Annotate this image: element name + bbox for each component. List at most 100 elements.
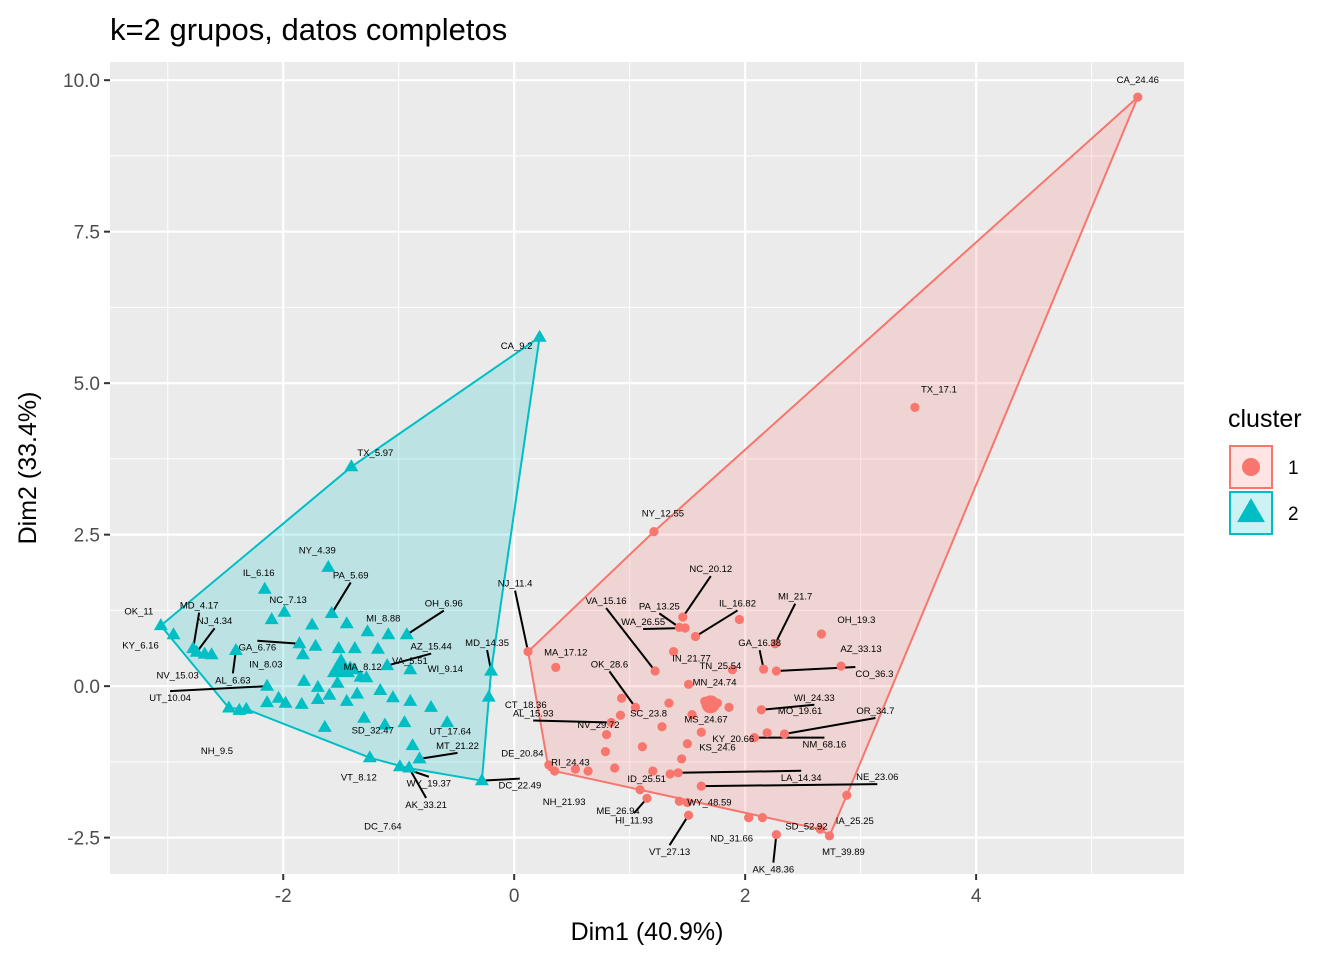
cluster-1-point bbox=[570, 764, 581, 774]
point-label-in-8-03: IN_8.03 bbox=[249, 660, 282, 671]
x-tick-label: 4 bbox=[971, 886, 982, 907]
leader-ak-48-36 bbox=[772, 834, 778, 863]
cluster-1-point-in-21-77 bbox=[668, 647, 679, 657]
cluster-1-point bbox=[815, 824, 825, 834]
cluster-1-point-nh-21-93 bbox=[583, 766, 593, 776]
cluster-1-point-ga-16-38 bbox=[759, 664, 769, 674]
point-label-nv-29-72: NV_29.72 bbox=[577, 720, 619, 731]
point-label-me-26-94: ME_26.94 bbox=[596, 806, 639, 817]
cluster-2-point bbox=[294, 696, 309, 709]
cluster-1-point-al-15-93 bbox=[606, 717, 616, 728]
cluster-1-point-mi-21-7 bbox=[770, 639, 780, 649]
point-label-vt-27-13: VT_27.13 bbox=[649, 847, 690, 858]
point-label-ma-8-12: MA_8.12 bbox=[344, 662, 382, 673]
point-label-ga-16-38: GA_16.38 bbox=[738, 638, 781, 649]
cluster-2-point-ct-18-36 bbox=[481, 689, 496, 702]
point-label-mi-21-7: MI_21.7 bbox=[778, 592, 812, 603]
cluster-2-point bbox=[277, 604, 292, 617]
point-label-de-20-84: DE_20.84 bbox=[501, 749, 543, 760]
point-label-la-14-34: LA_14.34 bbox=[781, 773, 822, 784]
point-label-ca-9-2: CA_9.2 bbox=[501, 341, 533, 352]
cluster-2-point-tx-5-97 bbox=[344, 459, 359, 472]
cluster-2-point-az-15-44 bbox=[380, 658, 395, 671]
cluster-2-point-va-5-51 bbox=[371, 641, 385, 654]
point-label-nj-11-4: NJ_11.4 bbox=[498, 579, 533, 590]
cluster-1-point-la-14-34 bbox=[673, 768, 683, 778]
cluster-1-point-vt-27-13 bbox=[683, 810, 694, 820]
leader-il-16-82 bbox=[694, 609, 739, 638]
point-label-in-21-77: IN_21.77 bbox=[672, 654, 711, 665]
leader-ne-23-06 bbox=[701, 783, 878, 788]
cluster-1-point-nm-68-16 bbox=[749, 733, 760, 743]
point-label-wy-48-59: WY_48.59 bbox=[687, 797, 731, 808]
leader-dc-22-49 bbox=[481, 777, 520, 782]
cluster-1-point-co-36-3 bbox=[771, 666, 781, 676]
cluster-2-point-nh-9-5 bbox=[222, 700, 236, 713]
point-label-ky-6-16: KY_6.16 bbox=[122, 641, 158, 652]
point-label-ga-6-76: GA_6.76 bbox=[239, 643, 277, 654]
point-label-or-34-7: OR_34.7 bbox=[856, 706, 894, 717]
cluster-2-point bbox=[377, 717, 392, 730]
legend-label-2: 2 bbox=[1288, 504, 1299, 525]
leader-nc-20-12 bbox=[681, 575, 712, 618]
cluster-2-point bbox=[339, 616, 354, 629]
cluster-1-hull bbox=[527, 96, 1139, 837]
cluster-hulls bbox=[159, 96, 1139, 837]
cluster-1-point-va-15-16 bbox=[650, 666, 660, 676]
point-label-mt-21-22: MT_21.22 bbox=[436, 741, 479, 752]
cluster-2-point-sd-32-47 bbox=[339, 693, 354, 706]
point-label-wi-24-33: WI_24.33 bbox=[794, 693, 835, 704]
x-axis-title: Dim1 (40.9%) bbox=[571, 918, 724, 946]
point-label-nm-68-16: NM_68.16 bbox=[802, 740, 846, 751]
cluster-2-point-ak-33-21 bbox=[402, 760, 417, 773]
point-label-sd-32-47: SD_32.47 bbox=[352, 725, 394, 736]
point-label-ok-11: OK_11 bbox=[124, 607, 153, 618]
x-axis-ticks: -2 0 2 4 bbox=[275, 874, 982, 907]
cluster-1-point bbox=[648, 766, 658, 776]
cluster-1-point-ak-48-36 bbox=[771, 830, 781, 840]
y-tick-label: 2.5 bbox=[74, 526, 100, 547]
point-label-sc-23-8: SC_23.8 bbox=[630, 708, 667, 719]
point-label-ok-28-6: OK_28.6 bbox=[591, 659, 629, 670]
point-label-ut-17-64: UT_17.64 bbox=[429, 726, 471, 737]
cluster-1-point-oh-19-3 bbox=[816, 629, 826, 639]
point-label-pa-13-25: PA_13.25 bbox=[639, 601, 680, 612]
point-label-oh-19-3: OH_19.3 bbox=[837, 615, 875, 626]
chart-title: k=2 grupos, datos completos bbox=[110, 12, 507, 47]
leader-ok-28-6 bbox=[608, 670, 637, 708]
cluster-2-point-al-6-63 bbox=[228, 643, 243, 655]
point-label-md-4-17: MD_4.17 bbox=[180, 601, 219, 612]
point-label-nh-21-93: NH_21.93 bbox=[543, 797, 586, 808]
leader-mi-21-7 bbox=[774, 603, 797, 645]
cluster-2-point-wi-9-14 bbox=[403, 662, 418, 675]
y-tick-label: 7.5 bbox=[74, 223, 100, 244]
cluster-1-point-mo-19-61 bbox=[762, 728, 772, 738]
cluster-2-point bbox=[357, 710, 371, 723]
cluster-1-point-ny-12-55 bbox=[649, 527, 659, 537]
cluster-1-point-tn-25-54 bbox=[727, 665, 738, 675]
point-label-va-15-16: VA_15.16 bbox=[586, 596, 627, 607]
cluster-2-point bbox=[260, 695, 274, 708]
leader-va-15-16 bbox=[605, 607, 656, 672]
cluster-2-point bbox=[232, 702, 247, 715]
point-label-mn-24-74: MN_24.74 bbox=[693, 677, 737, 688]
legend-label-1: 1 bbox=[1288, 458, 1299, 479]
cluster-1-point-ks-24-6 bbox=[682, 739, 693, 749]
cluster-2-point-mi-8-88 bbox=[381, 627, 396, 640]
cluster-1-point bbox=[734, 614, 744, 625]
point-label-mi-8-88: MI_8.88 bbox=[366, 614, 400, 625]
cluster-2-point bbox=[440, 715, 455, 728]
cluster-2-point bbox=[386, 690, 400, 703]
cluster-1-point-ms-24-67 bbox=[687, 710, 697, 720]
cluster-2-point-nc-7-13 bbox=[305, 617, 320, 630]
point-label-ny-4-39: NY_4.39 bbox=[299, 545, 336, 556]
point-label-tx-17-1: TX_17.1 bbox=[921, 384, 957, 395]
cluster-2-hull bbox=[159, 336, 541, 782]
cluster-1-point-tx-17-1 bbox=[910, 402, 920, 413]
leader-vt-27-13 bbox=[668, 814, 690, 846]
cluster-2-point-oh-6-96 bbox=[399, 627, 414, 640]
cluster-1-point-il-16-82 bbox=[690, 631, 701, 642]
cluster-2-point bbox=[330, 675, 345, 688]
cluster-2-point-ca-9-2 bbox=[532, 329, 547, 342]
